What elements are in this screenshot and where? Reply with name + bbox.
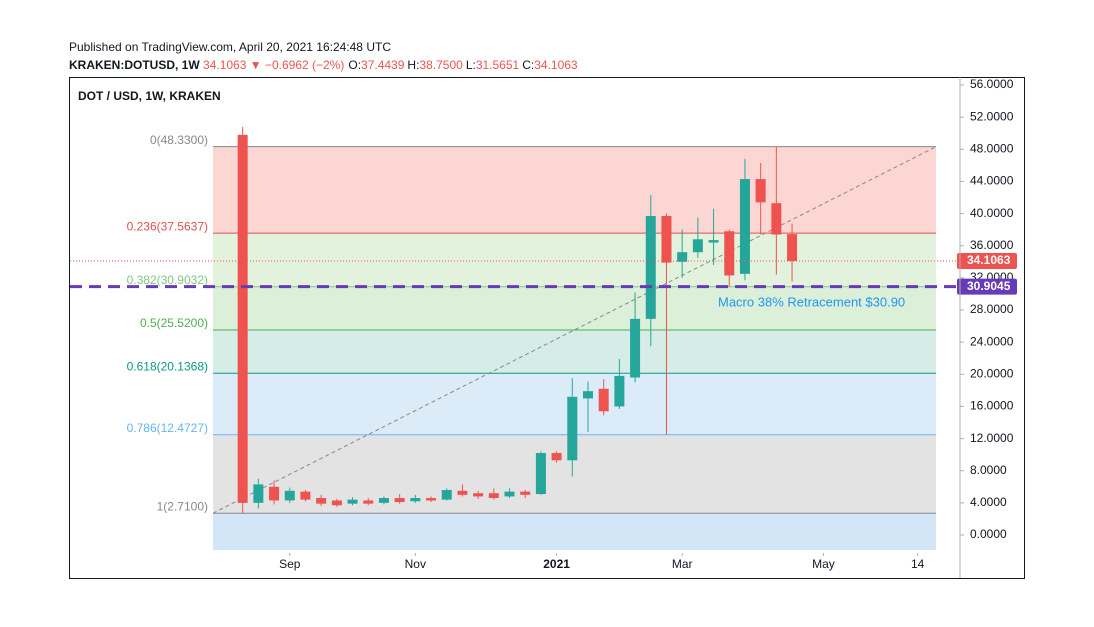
ohlc-value: 31.5651 [476,58,520,72]
y-tick-label: 52.0000 [970,109,1014,123]
price-label-bg [957,278,1017,295]
candle-body [378,498,389,503]
fib-label: 0.5(25.5200) [140,316,208,330]
candle-body [787,234,798,261]
chart-title: DOT / USD, 1W, KRAKEN [78,89,221,103]
x-tick-label: 2021 [543,557,570,571]
candle-body [755,179,766,203]
candle-body [410,498,421,502]
candle-body [504,491,515,497]
candle-body [363,500,374,504]
candle-body [237,134,248,503]
fib-band [213,329,936,374]
candle-body [331,500,342,506]
y-tick-label: 28.0000 [970,302,1014,316]
candle-body [394,498,405,503]
x-tick-label: Mar [672,557,693,571]
candle-body [582,391,593,399]
candle-body [677,252,688,262]
candle-body [551,453,562,461]
candle-body [488,493,499,499]
ohlc-value: 38.7500 [419,58,463,72]
candle-body [739,179,750,274]
candle-body [457,490,468,495]
fib-band [213,146,936,234]
symbol-line: KRAKEN:DOTUSD, 1W 34.1063 ▼ −0.6962 (−2%… [69,58,578,72]
fib-band [213,513,936,550]
candle-body [426,498,437,501]
price-label: 34.1063 [967,253,1011,267]
y-tick-label: 8.0000 [970,463,1007,477]
x-tick-label: Nov [405,557,426,571]
y-tick-label: 16.0000 [970,399,1014,413]
trend-line [212,146,937,514]
y-tick-label: 12.0000 [970,431,1014,445]
candle-body [269,486,280,501]
candle-body [535,453,546,495]
ohlc-key: O: [348,58,361,72]
y-tick-label: 56.0000 [970,77,1014,91]
y-tick-label: 44.0000 [970,174,1014,188]
symbol: KRAKEN:DOTUSD, 1W [69,58,200,72]
fib-label: 0.236(37.5637) [127,219,208,233]
candle-body [253,484,264,503]
candle-body [724,231,735,276]
candle-body [598,388,609,412]
candle-body [692,239,703,253]
candle-body [284,490,295,501]
x-tick-label: 14 [911,557,925,571]
fib-band [213,286,936,330]
candle-body [661,216,672,263]
y-tick-label: 36.0000 [970,238,1014,252]
y-tick-label: 4.0000 [970,495,1007,509]
last-price: 34.1063 [203,58,247,72]
change: ▼ −0.6962 (−2%) [250,58,345,72]
fib-label: 1(2.7100) [157,499,208,513]
ohlc-value: 37.4439 [361,58,405,72]
candle-body [347,499,358,504]
candle-body [300,491,311,500]
y-tick-label: 24.0000 [970,334,1014,348]
fib-label: 0(48.3300) [150,133,208,147]
ohlc-value: 34.1063 [534,58,578,72]
ohlc-key: H: [407,58,419,72]
fib-label: 0.618(20.1368) [127,359,208,373]
fib-label: 0.382(30.9032) [127,273,208,287]
annotation: Macro 38% Retracement $30.90 [718,294,905,309]
ohlc-key: L: [466,58,476,72]
price-label-bg [957,252,1017,269]
plot: 0(48.3300) 0.236(37.5637) 0.382(30.9032) 0.… [70,77,1017,571]
frame [69,77,1025,579]
y-tick-label: 20.0000 [970,366,1014,380]
candle-body [630,318,641,378]
fib-band [213,233,936,287]
candle-body [520,491,531,495]
candle-body [441,490,452,500]
candle-body [316,498,327,504]
y-tick-label: 48.0000 [970,141,1014,155]
candle-body [473,493,484,497]
price-label: 30.9045 [967,279,1011,293]
x-tick-label: Sep [279,557,301,571]
candle-body [645,216,656,319]
ohlc-key: C: [522,58,534,72]
published-note: Published on TradingView.com, April 20, … [69,40,391,54]
x-tick-label: May [812,557,835,571]
candle-body [771,203,782,235]
candle-body [614,375,625,407]
y-tick-label: 0.0000 [970,527,1007,541]
y-tick-label: 40.0000 [970,206,1014,220]
fib-label: 0.786(12.4727) [127,421,208,435]
candle-body [567,396,578,461]
ohlc: O:37.4439 H:38.7500 L:31.5651 C:34.1063 [348,58,578,72]
candle-body [708,240,719,243]
